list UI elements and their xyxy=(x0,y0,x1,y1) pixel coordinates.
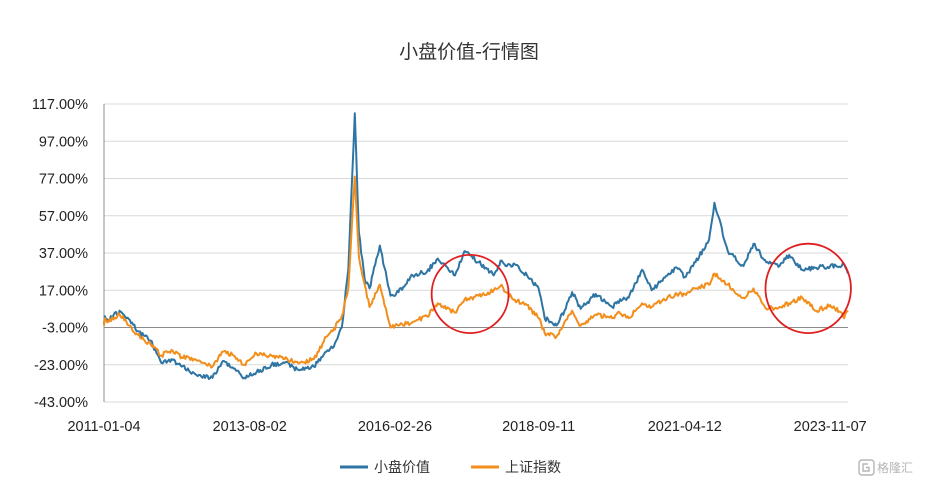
x-tick-label: 2011-01-04 xyxy=(67,419,140,435)
y-tick-label: -23.00% xyxy=(34,358,88,374)
annotation-ellipse xyxy=(764,242,852,334)
gridlines xyxy=(104,103,848,403)
x-tick-label: 2021-04-12 xyxy=(648,419,722,435)
series-line-1 xyxy=(103,112,849,380)
axes xyxy=(103,104,848,402)
x-tick-label: 2018-09-11 xyxy=(502,419,575,435)
x-tick-label: 2016-02-26 xyxy=(358,419,432,435)
x-tick-label: 2013-08-02 xyxy=(213,419,287,435)
y-tick-label: 117.00% xyxy=(32,97,88,113)
y-tick-label: 57.00% xyxy=(39,209,88,225)
legend-label-1: 小盘价值 xyxy=(374,459,430,476)
y-tick-label: -43.00% xyxy=(34,395,88,411)
y-tick-label: 37.00% xyxy=(39,246,88,262)
y-tick-label: 77.00% xyxy=(39,172,88,188)
annotations xyxy=(430,242,852,334)
y-tick-label: -3.00% xyxy=(42,321,88,337)
x-tick-label: 2023-11-07 xyxy=(794,419,867,435)
legend: 小盘价值 上证指数 xyxy=(340,459,561,476)
y-tick-label: 97.00% xyxy=(39,134,88,150)
legend-label-2: 上证指数 xyxy=(505,460,561,476)
y-axis-ticks: 117.00% 97.00% 77.00% 57.00% 37.00% 17.00% -3.… xyxy=(32,97,88,411)
gelonghui-logo-icon xyxy=(858,459,875,476)
y-tick-label: 17.00% xyxy=(39,283,88,299)
x-axis-ticks: 2011-01-04 2013-08-02 2016-02-26 2018-09-11… xyxy=(67,419,866,435)
series-line-2 xyxy=(103,175,849,369)
watermark-text: 格隆汇 xyxy=(877,460,913,475)
watermark: 格隆汇 xyxy=(858,459,913,476)
annotation-ellipse xyxy=(430,253,510,334)
chart-title: 小盘价值-行情图 xyxy=(399,41,539,63)
series-group xyxy=(103,112,849,380)
